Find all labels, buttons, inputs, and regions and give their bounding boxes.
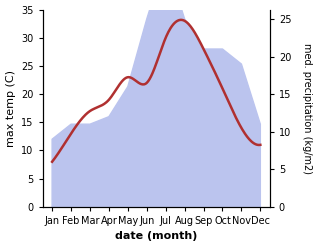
Y-axis label: max temp (C): max temp (C) [5, 70, 16, 147]
Y-axis label: med. precipitation (kg/m2): med. precipitation (kg/m2) [302, 43, 313, 174]
X-axis label: date (month): date (month) [115, 231, 197, 242]
